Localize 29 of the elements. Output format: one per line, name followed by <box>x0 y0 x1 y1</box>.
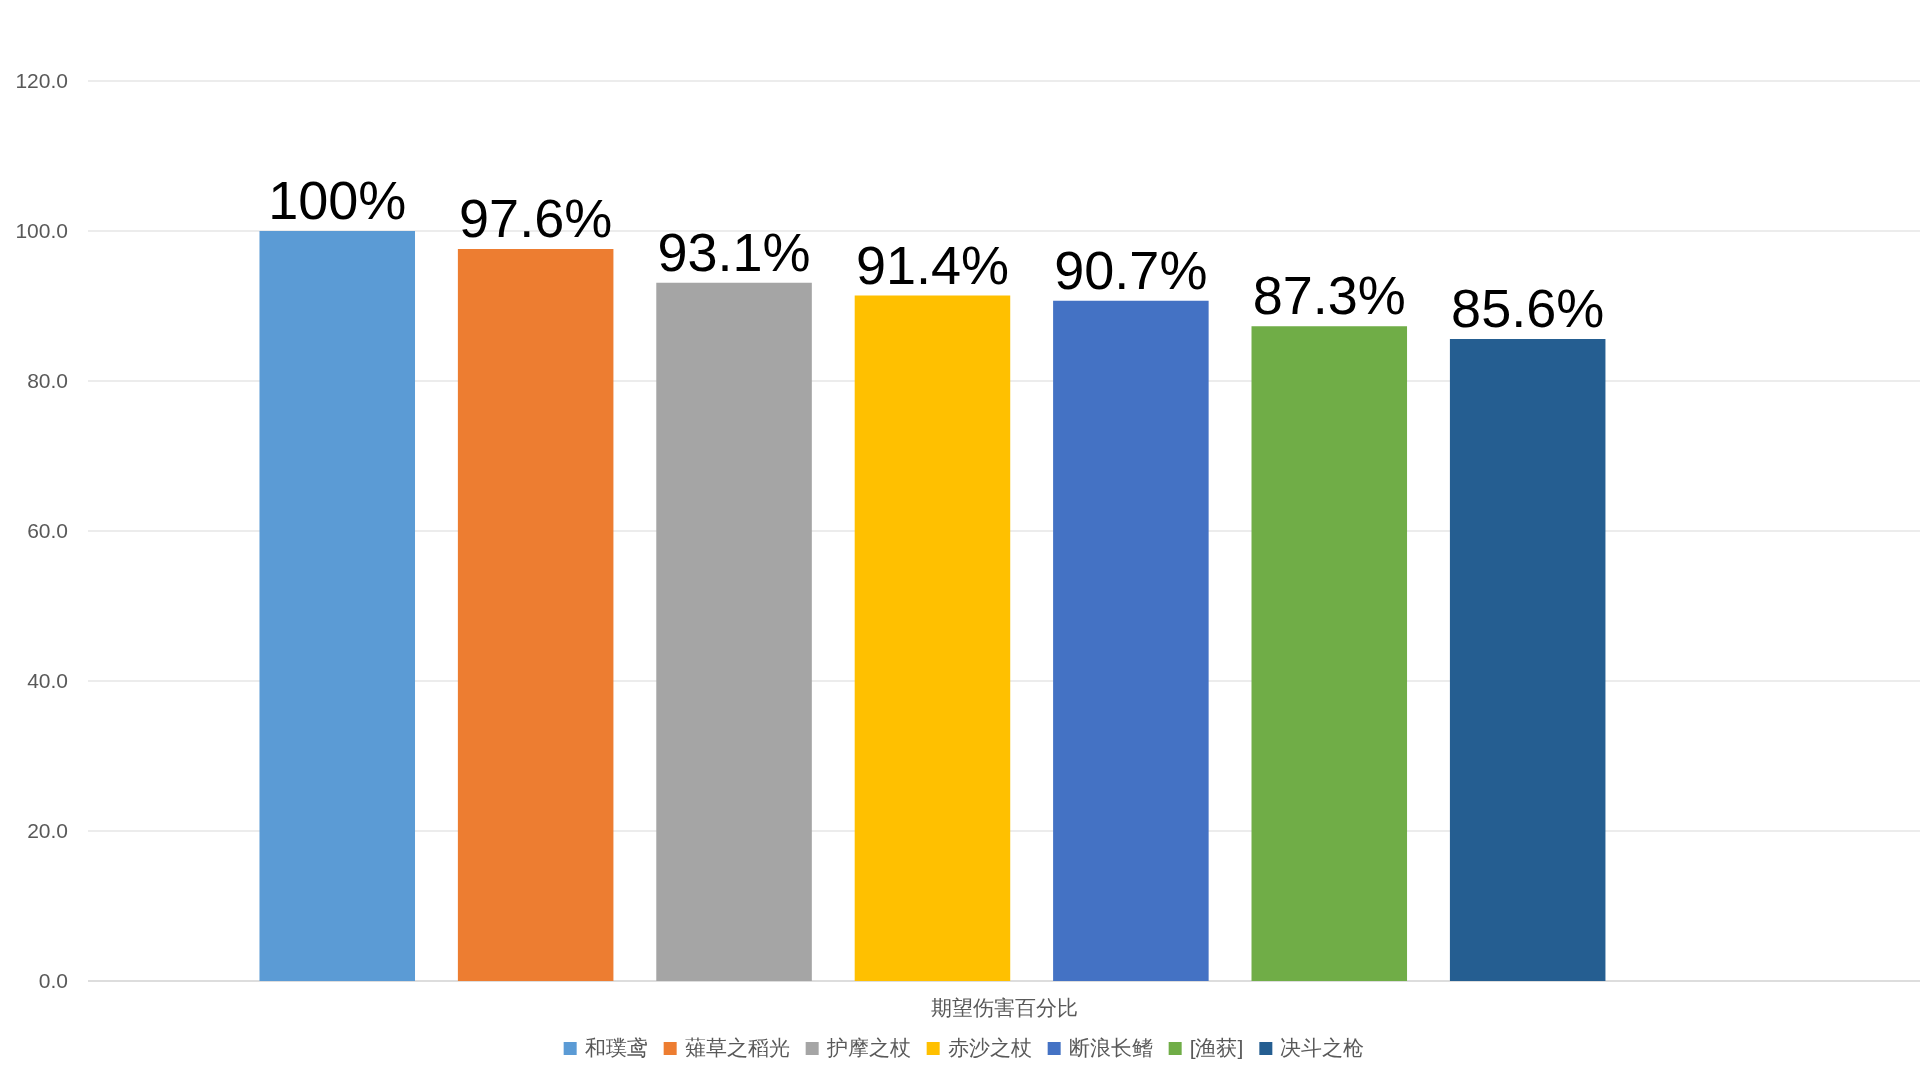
bar <box>457 249 614 981</box>
legend-label: 薙草之稻光 <box>684 1036 790 1059</box>
y-tick-label: 120.0 <box>15 69 68 92</box>
legend-label: 护摩之杖 <box>825 1036 911 1059</box>
legend-label: 决斗之枪 <box>1280 1036 1365 1059</box>
data-label: 97.6% <box>459 188 613 248</box>
y-tick-label: 100.0 <box>15 219 68 242</box>
data-label: 85.6% <box>1451 278 1605 338</box>
legend-label: 赤沙之杖 <box>947 1036 1032 1059</box>
legend-label: 和璞鸢 <box>584 1036 648 1059</box>
y-tick-label: 20.0 <box>27 819 68 842</box>
y-tick-label: 60.0 <box>27 519 68 542</box>
data-label: 100% <box>268 170 407 230</box>
data-label: 90.7% <box>1054 239 1208 300</box>
data-label: 87.3% <box>1252 265 1406 326</box>
bar <box>1449 339 1606 981</box>
y-tick-label: 0.0 <box>38 969 68 992</box>
bar <box>656 282 812 981</box>
legend-label: 断浪长鳍 <box>1068 1036 1153 1059</box>
bar <box>1251 326 1408 981</box>
bar <box>259 231 416 981</box>
y-tick-label: 80.0 <box>27 369 68 392</box>
x-tick-label: 期望伤害百分比 <box>930 996 1078 1019</box>
bar <box>1053 300 1209 981</box>
y-tick-label: 40.0 <box>27 669 68 692</box>
bar <box>854 295 1011 981</box>
legend-label: [渔获] <box>1189 1036 1244 1059</box>
data-label: 93.1% <box>657 221 811 282</box>
data-label: 91.4% <box>855 234 1010 295</box>
